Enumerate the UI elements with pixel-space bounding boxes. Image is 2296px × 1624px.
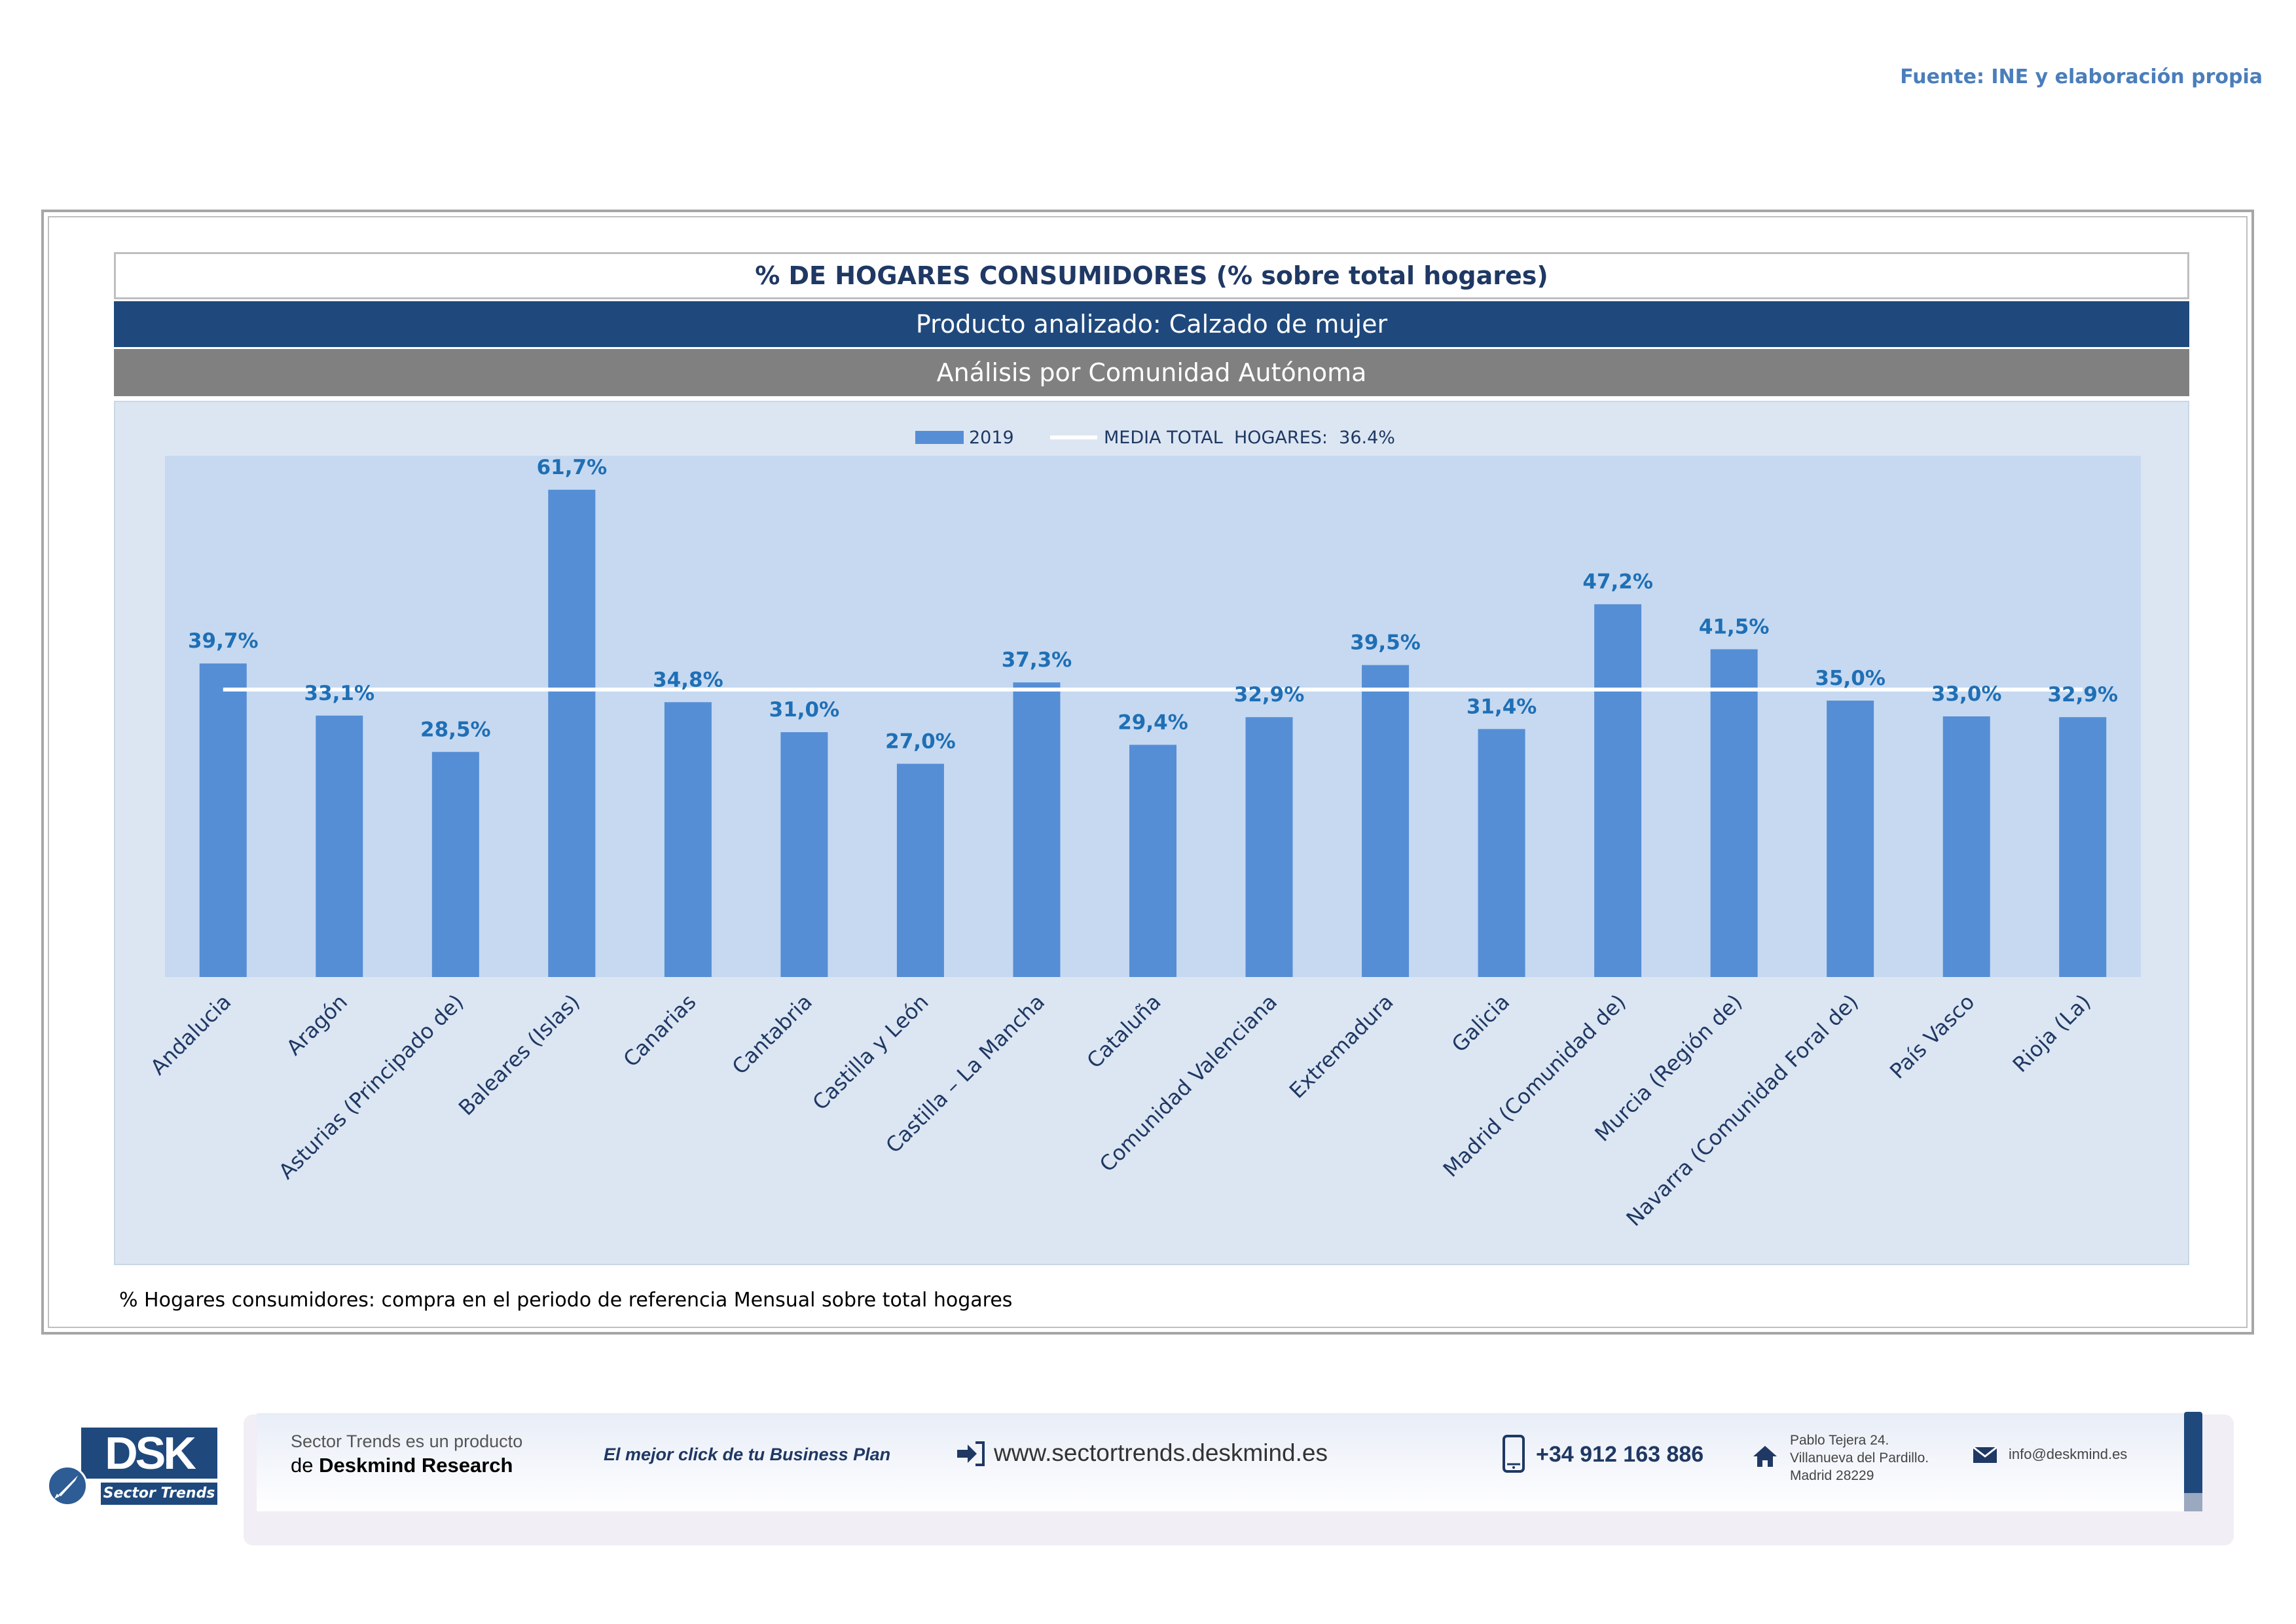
- footer-brand-line: de Deskmind Research: [291, 1454, 513, 1477]
- data-label: 28,5%: [420, 718, 491, 741]
- source-note: Fuente: INE y elaboración propia: [1900, 65, 2263, 88]
- bar-10[interactable]: [1245, 717, 1293, 977]
- category-label: Cataluña: [1082, 989, 1166, 1073]
- footer-tagline: Sector Trends es un producto: [291, 1431, 523, 1451]
- bar-5[interactable]: [664, 702, 712, 977]
- legend-swatch-2019: [915, 431, 964, 444]
- rocket-icon: [47, 1466, 88, 1506]
- bar-4[interactable]: [548, 489, 596, 977]
- bar-17[interactable]: [2059, 717, 2107, 977]
- bar-7[interactable]: [896, 764, 944, 977]
- footer-slogan: El mejor click de tu Business Plan: [604, 1445, 891, 1464]
- footer-banner: [257, 1413, 2196, 1511]
- bar-3[interactable]: [431, 752, 479, 977]
- bar-11[interactable]: [1362, 665, 1410, 977]
- category-label: Castilla y León: [808, 989, 934, 1115]
- data-label: 39,5%: [1350, 631, 1421, 655]
- bar-12[interactable]: [1478, 729, 1525, 977]
- report-inner-frame: [48, 216, 2248, 1328]
- category-label: País Vasco: [1885, 989, 1979, 1084]
- footer-website-link[interactable]: www.sectortrends.deskmind.es: [994, 1439, 1328, 1466]
- data-label: 39,7%: [188, 629, 259, 653]
- category-label: Galicia: [1447, 989, 1514, 1057]
- bar-1[interactable]: [199, 663, 247, 977]
- footer-address-line: Pablo Tejera 24.: [1790, 1433, 1889, 1448]
- bar-2[interactable]: [316, 715, 363, 977]
- category-label: Canarias: [619, 989, 701, 1072]
- category-label: Rioja (La): [2008, 989, 2096, 1077]
- data-label: 29,4%: [1118, 710, 1188, 734]
- footnote: % Hogares consumidores: compra en el per…: [119, 1289, 1013, 1312]
- data-label: 33,0%: [1931, 682, 2002, 706]
- data-label: 31,0%: [769, 698, 840, 722]
- footer-address-line: Madrid 28229: [1790, 1468, 1874, 1483]
- footer-address-line: Villanueva del Pardillo.: [1790, 1450, 1929, 1466]
- footer-address: Pablo Tejera 24. Villanueva del Pardillo…: [1790, 1431, 1929, 1485]
- data-label: 32,9%: [1234, 683, 1305, 707]
- data-label: 34,8%: [653, 668, 723, 692]
- logo-text: DSK: [81, 1428, 217, 1479]
- legend-label-2019: 2019: [969, 428, 1014, 448]
- login-arrow-icon: [956, 1441, 986, 1469]
- phone-icon: [1502, 1434, 1525, 1476]
- analysis-banner: Análisis por Comunidad Autónoma: [114, 349, 2189, 396]
- data-label: 47,2%: [1582, 570, 1653, 594]
- home-icon: [1752, 1445, 1778, 1471]
- category-label: Cantabria: [727, 989, 817, 1079]
- bar-chart: 39,7% 33,1% 28,5% 61,7% 34,8% 31,0% 27,0% 37,3%…: [145, 428, 2141, 1231]
- data-label: 32,9%: [2047, 683, 2118, 707]
- footer-brand: Deskmind Research: [319, 1454, 513, 1477]
- footer-brand-prefix: de: [291, 1454, 314, 1477]
- data-label: 33,1%: [304, 682, 375, 705]
- category-label: Madrid (Comunidad de): [1438, 989, 1631, 1182]
- category-label: Extremadura: [1285, 989, 1398, 1103]
- bar-15[interactable]: [1827, 700, 1874, 977]
- data-label: 35,0%: [1815, 667, 1886, 690]
- chart-title: % DE HOGARES CONSUMIDORES (% sobre total…: [114, 252, 2189, 299]
- category-label: Baleares (Islas): [454, 989, 585, 1120]
- legend-label-mean: MEDIA TOTAL HOGARES: 36.4%: [1104, 428, 1395, 448]
- bar-9[interactable]: [1129, 745, 1176, 977]
- data-label: 61,7%: [537, 456, 608, 479]
- chart-area: 39,7% 33,1% 28,5% 61,7% 34,8% 31,0% 27,0% 37,3%…: [114, 401, 2189, 1265]
- footer-email[interactable]: info@deskmind.es: [2009, 1446, 2128, 1462]
- category-label: Navarra (Comunidad Foral de): [1622, 989, 1863, 1231]
- bar-16[interactable]: [1942, 716, 1990, 977]
- bar-8[interactable]: [1013, 682, 1061, 977]
- footer-banner-accent-bottom: [2184, 1493, 2202, 1511]
- data-label: 37,3%: [1002, 648, 1072, 672]
- product-banner: Producto analizado: Calzado de mujer: [114, 301, 2189, 347]
- footer-phone[interactable]: +34 912 163 886: [1536, 1442, 1704, 1467]
- bar-13[interactable]: [1594, 604, 1642, 977]
- data-label: 31,4%: [1467, 695, 1537, 718]
- data-label: 27,0%: [885, 729, 956, 753]
- data-label: 41,5%: [1699, 615, 1770, 638]
- mail-icon: [1972, 1446, 1998, 1467]
- category-label: Asturias (Principado de): [274, 989, 468, 1184]
- report-frame: [41, 210, 2254, 1335]
- bar-14[interactable]: [1710, 649, 1758, 977]
- dsk-logo[interactable]: DSK Sector Trends: [45, 1428, 217, 1506]
- logo-subtitle: Sector Trends: [101, 1483, 217, 1505]
- category-label: Andalucia: [145, 989, 236, 1080]
- legend: 2019 MEDIA TOTAL HOGARES: 36.4%: [915, 428, 1395, 448]
- category-label: Aragón: [282, 989, 352, 1060]
- bar-6[interactable]: [780, 732, 828, 977]
